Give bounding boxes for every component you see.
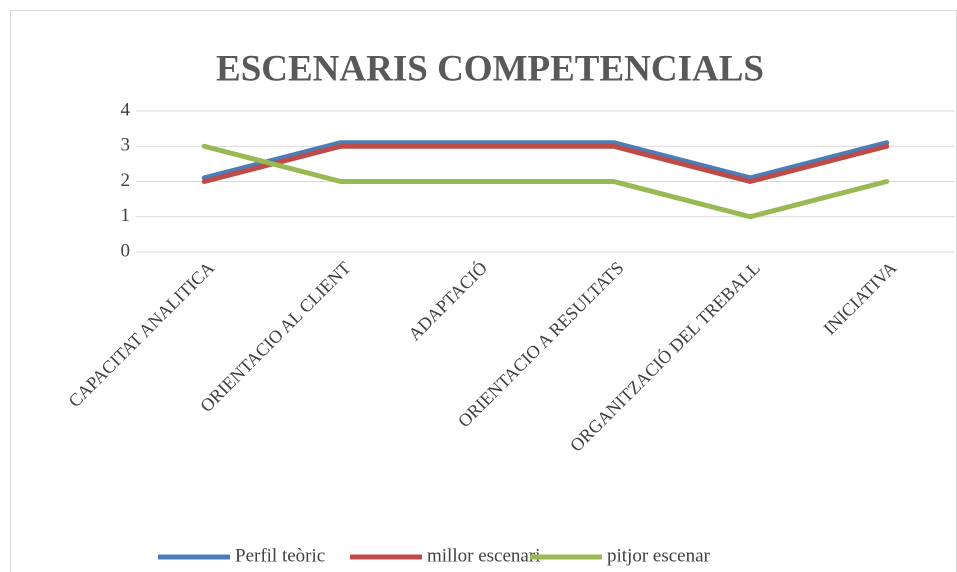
chart-border <box>10 10 957 572</box>
y-tick-label: 4 <box>121 99 131 120</box>
legend-label: Perfil teòric <box>235 545 325 566</box>
y-tick-label: 3 <box>121 135 131 156</box>
legend-label: millor escenari <box>427 545 540 566</box>
y-tick-label: 0 <box>121 240 131 261</box>
series-line <box>201 143 890 184</box>
y-tick-label: 2 <box>121 170 131 191</box>
series-line <box>201 143 890 220</box>
series-line <box>201 140 890 181</box>
y-tick-label: 1 <box>121 205 131 226</box>
legend-label: pitjor escenar <box>607 545 711 566</box>
chart-title: ESCENARIS COMPETENCIALS <box>216 48 764 89</box>
